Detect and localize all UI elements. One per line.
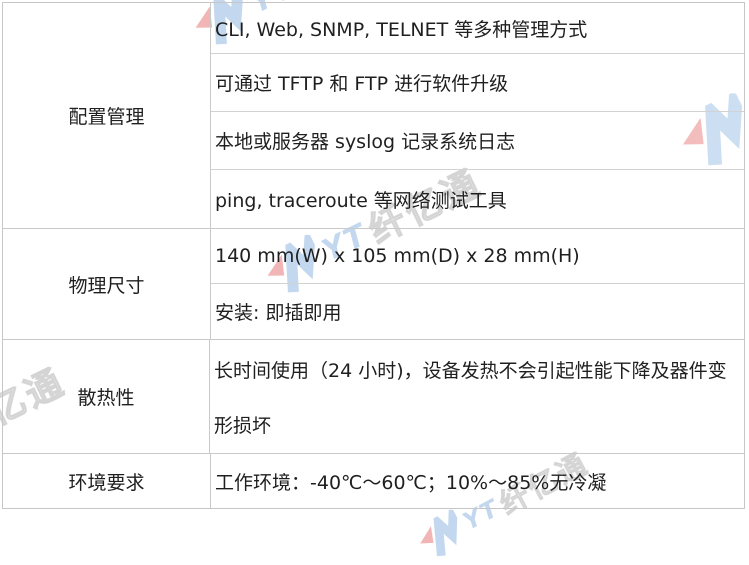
spec-table: 配置管理 CLI, Web, SNMP, TELNET 等多种管理方式 可通过 … [2,2,745,509]
spec-group-values: 长时间使用（24 小时)，设备发热不会引起性能下降及器件变形损坏 [210,340,744,453]
watermark-letters: YT [744,80,749,132]
row-label-heat-dissipation: 散热性 [3,340,210,453]
spec-value-operating-environment: 工作环境：-40℃～60℃；10%～85%无冷凝 [215,471,607,494]
spec-group-heat-dissipation: 散热性 长时间使用（24 小时)，设备发热不会引起性能下降及器件变形损坏 [3,339,744,453]
spec-value-dimensions: 140 mm(W) x 105 mm(D) x 28 mm(H) [215,245,580,267]
spec-value-management-methods: CLI, Web, SNMP, TELNET 等多种管理方式 [215,18,588,41]
row-label-environment: 环境要求 [3,454,211,508]
spec-value-network-test-tools: ping, traceroute 等网络测试工具 [211,169,744,228]
spec-group-values: CLI, Web, SNMP, TELNET 等多种管理方式 可通过 TFTP … [211,3,744,228]
brand-logo-icon [413,508,471,563]
spec-value-heat-performance: 长时间使用（24 小时)，设备发热不会引起性能下降及器件变形损坏 [214,360,727,437]
spec-value-syslog: 本地或服务器 syslog 记录系统日志 [211,111,744,169]
spec-value-installation: 安装: 即插即用 [211,283,744,339]
spec-group-values: 工作环境：-40℃～60℃；10%～85%无冷凝 [211,454,744,508]
spec-group-environment: 环境要求 工作环境：-40℃～60℃；10%～85%无冷凝 [3,453,744,508]
spec-group-config-management: 配置管理 CLI, Web, SNMP, TELNET 等多种管理方式 可通过 … [3,3,744,228]
row-label-physical-dimensions: 物理尺寸 [3,229,211,339]
spec-group-values: 140 mm(W) x 105 mm(D) x 28 mm(H) 安装: 即插即… [211,229,744,339]
spec-group-physical-dimensions: 物理尺寸 140 mm(W) x 105 mm(D) x 28 mm(H) 安装… [3,228,744,339]
spec-value-firmware-upgrade: 可通过 TFTP 和 FTP 进行软件升级 [211,53,744,111]
spec-label-wrap: 散热性 [3,340,210,453]
row-label-config-management: 配置管理 [3,3,211,228]
